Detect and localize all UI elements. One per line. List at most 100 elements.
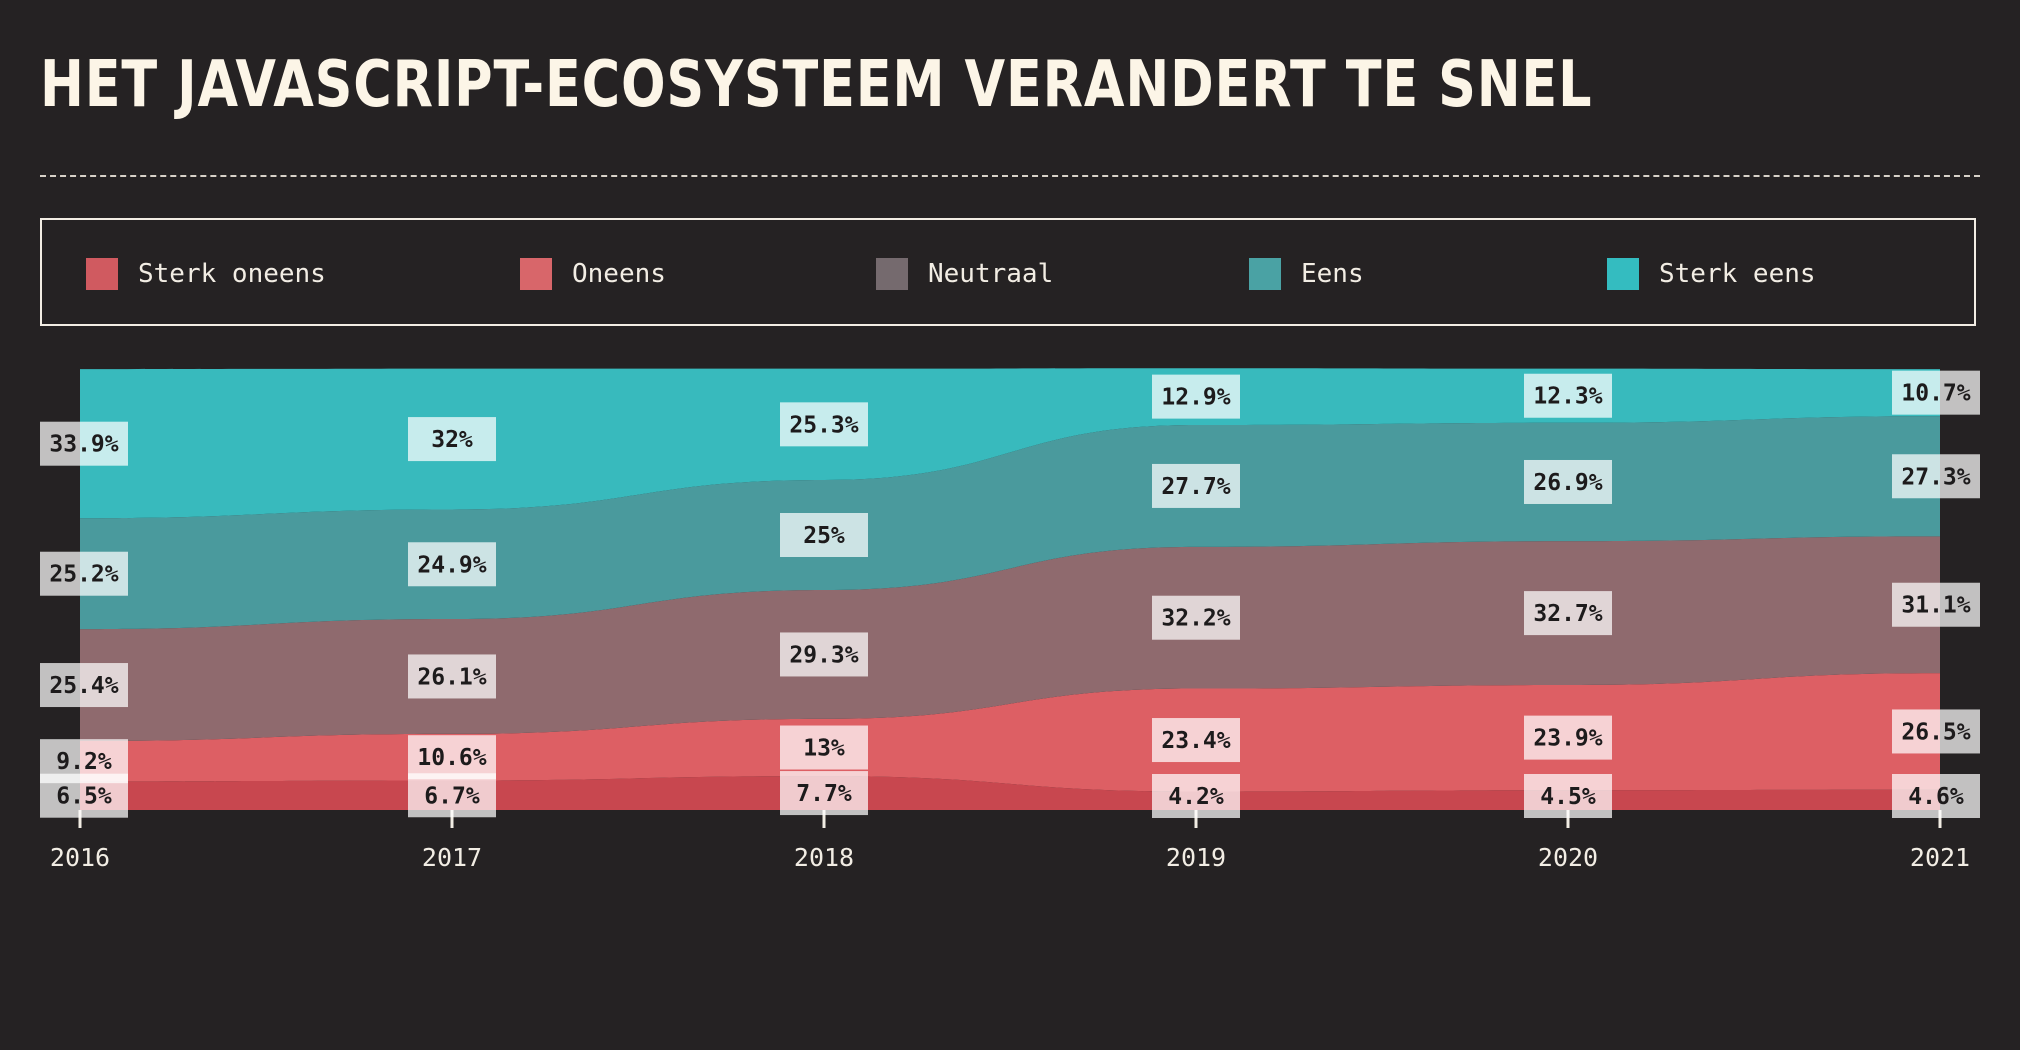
area-sterk-oneens <box>80 776 1940 810</box>
value-label-sterk-eens: 12.3% <box>1524 373 1612 418</box>
value-label-sterk-eens: 12.9% <box>1152 374 1240 419</box>
legend-item-sterk-eens: Sterk eens <box>1607 258 1816 290</box>
value-label-box <box>780 513 868 557</box>
value-label-text: 31.1% <box>1901 593 1970 619</box>
legend-label: Sterk oneens <box>138 259 326 289</box>
value-label-text: 4.2% <box>1168 784 1224 810</box>
value-label-text: 6.5% <box>56 784 112 810</box>
legend-item-oneens: Oneens <box>520 258 666 290</box>
value-label-sterk-oneens: 4.6% <box>1892 774 1980 818</box>
area-neutraal <box>80 536 1940 741</box>
value-label-oneens: 9.2% <box>40 739 128 784</box>
value-label-box <box>40 551 128 596</box>
value-label-text: 4.5% <box>1540 784 1596 810</box>
value-label-text: 12.9% <box>1161 385 1230 411</box>
value-label-text: 10.6% <box>417 745 486 771</box>
value-label-box <box>408 735 496 780</box>
value-label-box <box>1152 718 1240 763</box>
value-label-text: 32.7% <box>1533 601 1602 627</box>
value-label-box <box>1524 715 1612 760</box>
value-label-sterk-eens: 25.3% <box>780 402 868 447</box>
value-label-box <box>780 771 868 816</box>
value-label-text: 33.9% <box>49 432 118 458</box>
value-label-box <box>1524 591 1612 636</box>
value-label-text: 13% <box>803 736 845 762</box>
value-label-text: 24.9% <box>417 552 486 578</box>
value-label-sterk-eens: 32% <box>408 417 496 462</box>
value-label-oneens: 23.9% <box>1524 715 1612 760</box>
value-label-text: 10.7% <box>1901 381 1970 407</box>
value-label-oneens: 26.5% <box>1892 709 1980 754</box>
value-label-box <box>1892 370 1980 415</box>
value-label-box <box>408 542 496 587</box>
x-axis: 2016 2017 2018 2019 2020 2021 <box>50 810 1970 872</box>
value-label-sterk-oneens: 4.5% <box>1524 774 1612 818</box>
area-eens <box>80 416 1940 630</box>
value-label-text: 23.4% <box>1161 728 1230 754</box>
x-tick-label: 2017 <box>422 843 482 872</box>
value-label-text: 25.3% <box>789 412 858 438</box>
value-label-box <box>780 725 868 770</box>
legend-label: Eens <box>1301 259 1364 289</box>
value-label-box <box>408 417 496 462</box>
value-label-box <box>1524 373 1612 418</box>
value-label-text: 32.2% <box>1161 606 1230 632</box>
value-label-text: 23.9% <box>1533 726 1602 752</box>
legend-swatch <box>876 258 908 290</box>
value-label-box <box>1892 582 1980 627</box>
title-divider <box>40 175 1980 177</box>
value-label-sterk-oneens: 6.7% <box>408 773 496 818</box>
value-label-text: 6.7% <box>424 783 480 809</box>
value-label-sterk-eens: 33.9% <box>40 421 128 466</box>
legend-label: Oneens <box>572 259 666 289</box>
value-label-box <box>1152 595 1240 640</box>
value-label-box <box>1152 463 1240 508</box>
value-label-box <box>1524 459 1612 504</box>
value-label-oneens: 23.4% <box>1152 718 1240 763</box>
value-label-oneens: 13% <box>780 725 868 770</box>
legend-item-neutraal: Neutraal <box>876 258 1053 290</box>
legend-swatch <box>86 258 118 290</box>
value-labels: 6.5% 6.7% 7.7% 4.2% 4.5% 4.6% 9.2% 10.6% 13% 23.4… <box>40 370 1980 818</box>
value-label-neutraal: 32.2% <box>1152 595 1240 640</box>
value-label-neutraal: 29.3% <box>780 632 868 677</box>
value-label-box <box>408 654 496 699</box>
area-oneens <box>80 673 1940 792</box>
x-tick-label: 2018 <box>794 843 854 872</box>
value-label-box <box>1892 709 1980 754</box>
value-label-box <box>40 421 128 466</box>
value-label-text: 25% <box>803 523 845 549</box>
value-label-neutraal: 31.1% <box>1892 582 1980 627</box>
value-label-text: 25.2% <box>49 562 118 588</box>
value-label-text: 4.6% <box>1908 784 1964 810</box>
value-label-box <box>1152 774 1240 818</box>
legend-label: Neutraal <box>928 259 1054 289</box>
x-tick-label: 2021 <box>1910 843 1970 872</box>
value-label-box <box>408 773 496 818</box>
value-label-box <box>780 402 868 447</box>
value-label-eens: 27.3% <box>1892 454 1980 499</box>
legend-swatch <box>1249 258 1281 290</box>
value-label-box <box>1152 374 1240 419</box>
value-label-text: 26.9% <box>1533 470 1602 496</box>
value-label-oneens: 10.6% <box>408 735 496 780</box>
value-label-box <box>780 632 868 677</box>
legend: Sterk oneens Oneens Neutraal Eens Sterk eens <box>40 218 1976 326</box>
value-label-text: 7.7% <box>796 781 852 807</box>
area-sterk-eens <box>80 368 1940 519</box>
x-tick-label: 2016 <box>50 843 110 872</box>
value-label-box <box>40 739 128 784</box>
value-label-text: 27.7% <box>1161 474 1230 500</box>
value-label-neutraal: 26.1% <box>408 654 496 699</box>
value-label-eens: 26.9% <box>1524 459 1612 504</box>
value-label-text: 9.2% <box>56 749 112 775</box>
x-tick-label: 2020 <box>1538 843 1598 872</box>
value-label-box <box>40 663 128 708</box>
value-label-sterk-oneens: 4.2% <box>1152 774 1240 818</box>
legend-swatch <box>1607 258 1639 290</box>
area-layers <box>80 368 1940 810</box>
value-label-text: 26.1% <box>417 664 486 690</box>
value-label-text: 29.3% <box>789 642 858 668</box>
legend-label: Sterk eens <box>1659 259 1816 289</box>
value-label-text: 26.5% <box>1901 719 1970 745</box>
